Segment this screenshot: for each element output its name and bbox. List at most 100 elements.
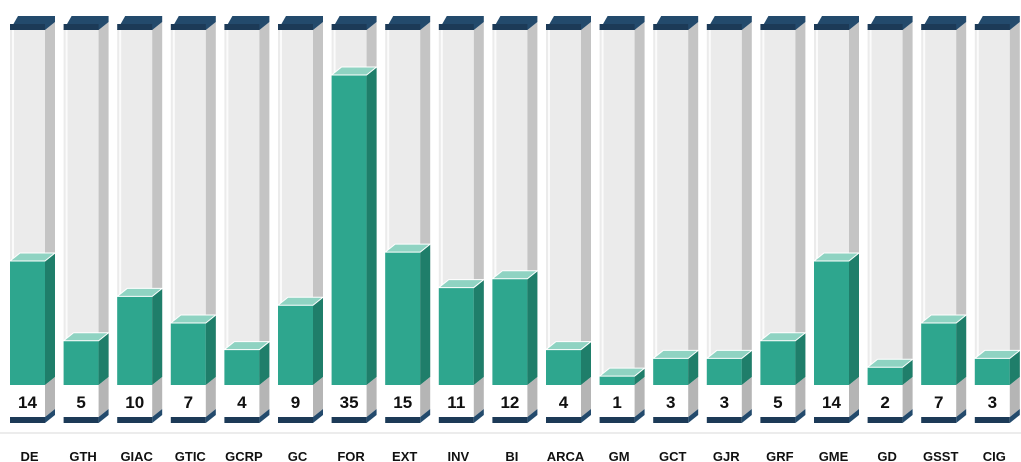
top-cap-front [170,24,206,30]
value-box [385,385,421,417]
value-box-side [420,377,431,417]
value-box-side [634,377,645,417]
bottom-cap-side [45,409,55,423]
bottom-cap-side [366,409,377,423]
bar-for: 35 FOR [330,16,379,462]
bottom-cap-side [849,409,859,423]
bottom-cap-front [599,417,635,423]
top-cap-front [438,24,474,30]
bottom-cap-side [313,409,323,423]
bar-fill-top [222,341,271,351]
category-label: GCRP [225,449,263,462]
bar-fill [706,358,742,385]
top-cap-front [117,24,153,30]
category-label: GME [819,449,849,462]
bar-fill-top [169,314,218,324]
value-box [170,385,206,417]
tube-side [795,22,806,385]
bar-fill-top [758,332,807,342]
bar-fill-top [812,252,861,262]
bar-fill [814,261,849,385]
bottom-cap-front [63,417,99,423]
bottom-cap-front [921,417,957,423]
bar-gsst: 7 GSST [919,16,968,462]
top-cap-front [760,24,796,30]
bar-fill-side [152,288,163,385]
bar-fill [170,323,206,385]
bar-fill-side [420,244,431,385]
category-label: GTIC [175,449,207,462]
category-label: EXT [392,449,417,462]
bottom-cap-side [634,409,645,423]
bar-fill-top [490,270,539,280]
tube-front [706,30,742,385]
bar-fill-top [866,358,915,368]
bottom-cap-front [224,417,260,423]
bar-fill-side [956,315,967,385]
bar-fill [760,340,796,385]
value-box-side [1009,377,1020,417]
top-cap-front [331,24,367,30]
bar-inv: 11 INV [437,16,486,462]
bar-cig: 3 CIG [973,16,1021,462]
value-box-side [956,377,967,417]
bottom-cap-front [385,417,421,423]
category-label: GM [609,449,630,462]
value-box [331,385,367,417]
bottom-cap-side [581,409,591,423]
top-cap-front [546,24,581,30]
top-cap-front [921,24,957,30]
bar-fill-top [276,296,325,306]
bar-fill-side [849,253,859,385]
bar-fill [278,305,313,385]
bottom-cap-front [653,417,689,423]
bottom-cap-side [795,409,806,423]
value-box [10,385,45,417]
value-label: 3 [666,393,675,412]
bar-grf: 5 GRF [758,16,807,462]
bar-fill-side [259,341,270,385]
value-box [492,385,528,417]
value-box [278,385,313,417]
bar-fill-top [115,287,164,297]
bar-bi: 12 BI [490,16,539,462]
bar-fill-top [705,349,754,359]
value-box-side [45,377,55,417]
category-label: DE [20,449,38,462]
bar-fill-side [741,350,752,385]
bottom-cap-side [98,409,109,423]
bottom-cap-front [278,417,313,423]
bar-fill [867,367,903,385]
bottom-cap-side [741,409,752,423]
bar-gth: 5 GTH [62,16,111,462]
bar-fill [492,278,528,385]
value-box [224,385,260,417]
bar-fill-top [919,314,968,324]
value-label: 5 [773,393,782,412]
value-label: 11 [447,393,465,412]
category-label: FOR [337,449,365,462]
category-label: BI [505,449,518,462]
bar-fill [63,340,99,385]
bottom-cap-front [170,417,206,423]
bar-fill-top [598,367,647,377]
bar-fill [224,349,260,385]
top-cap-front [814,24,849,30]
tube-side [581,22,591,385]
tube-side [902,22,913,385]
value-box [974,385,1010,417]
top-cap-front [224,24,260,30]
value-box-side [313,377,323,417]
value-box-side [741,377,752,417]
bar-fill-top [8,252,57,262]
tube-side [205,22,216,385]
bottom-cap-front [814,417,849,423]
bottom-cap-side [152,409,163,423]
category-label: GD [877,449,897,462]
bar-fill-top [973,349,1021,359]
bar-arca: 4 ARCA [544,16,593,462]
bar-fill [546,349,581,385]
category-label: GRF [766,449,794,462]
tube-front [224,30,260,385]
tube-front [63,30,99,385]
